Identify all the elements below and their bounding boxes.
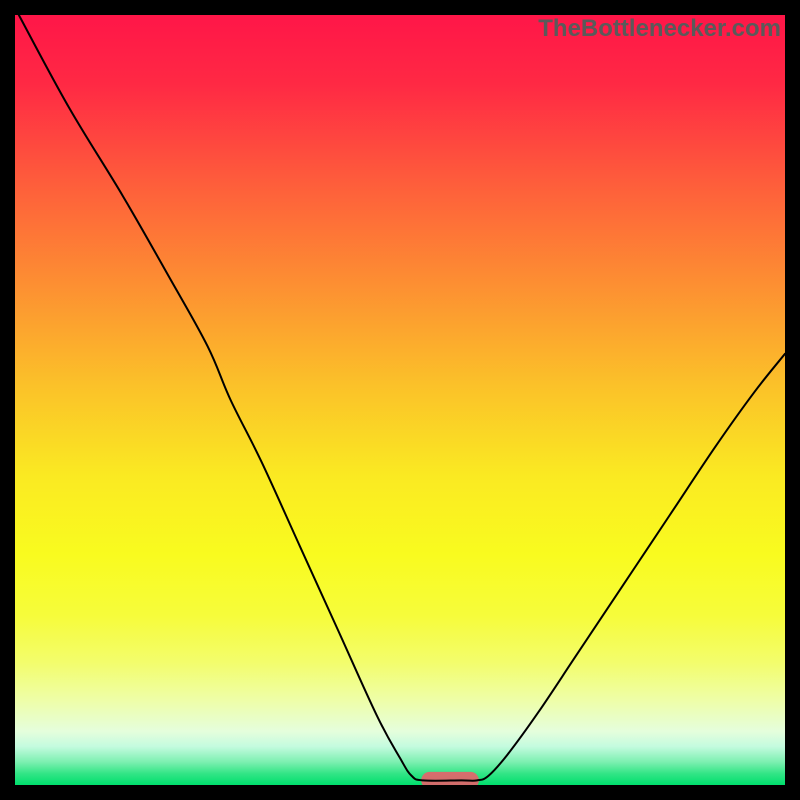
chart-frame: TheBottlenecker.com — [0, 0, 800, 800]
curve-layer — [15, 15, 785, 785]
watermark-text: TheBottlenecker.com — [538, 15, 781, 43]
bottleneck-curve — [19, 15, 785, 781]
optimal-marker — [421, 772, 479, 785]
plot-area: TheBottlenecker.com — [15, 15, 785, 785]
